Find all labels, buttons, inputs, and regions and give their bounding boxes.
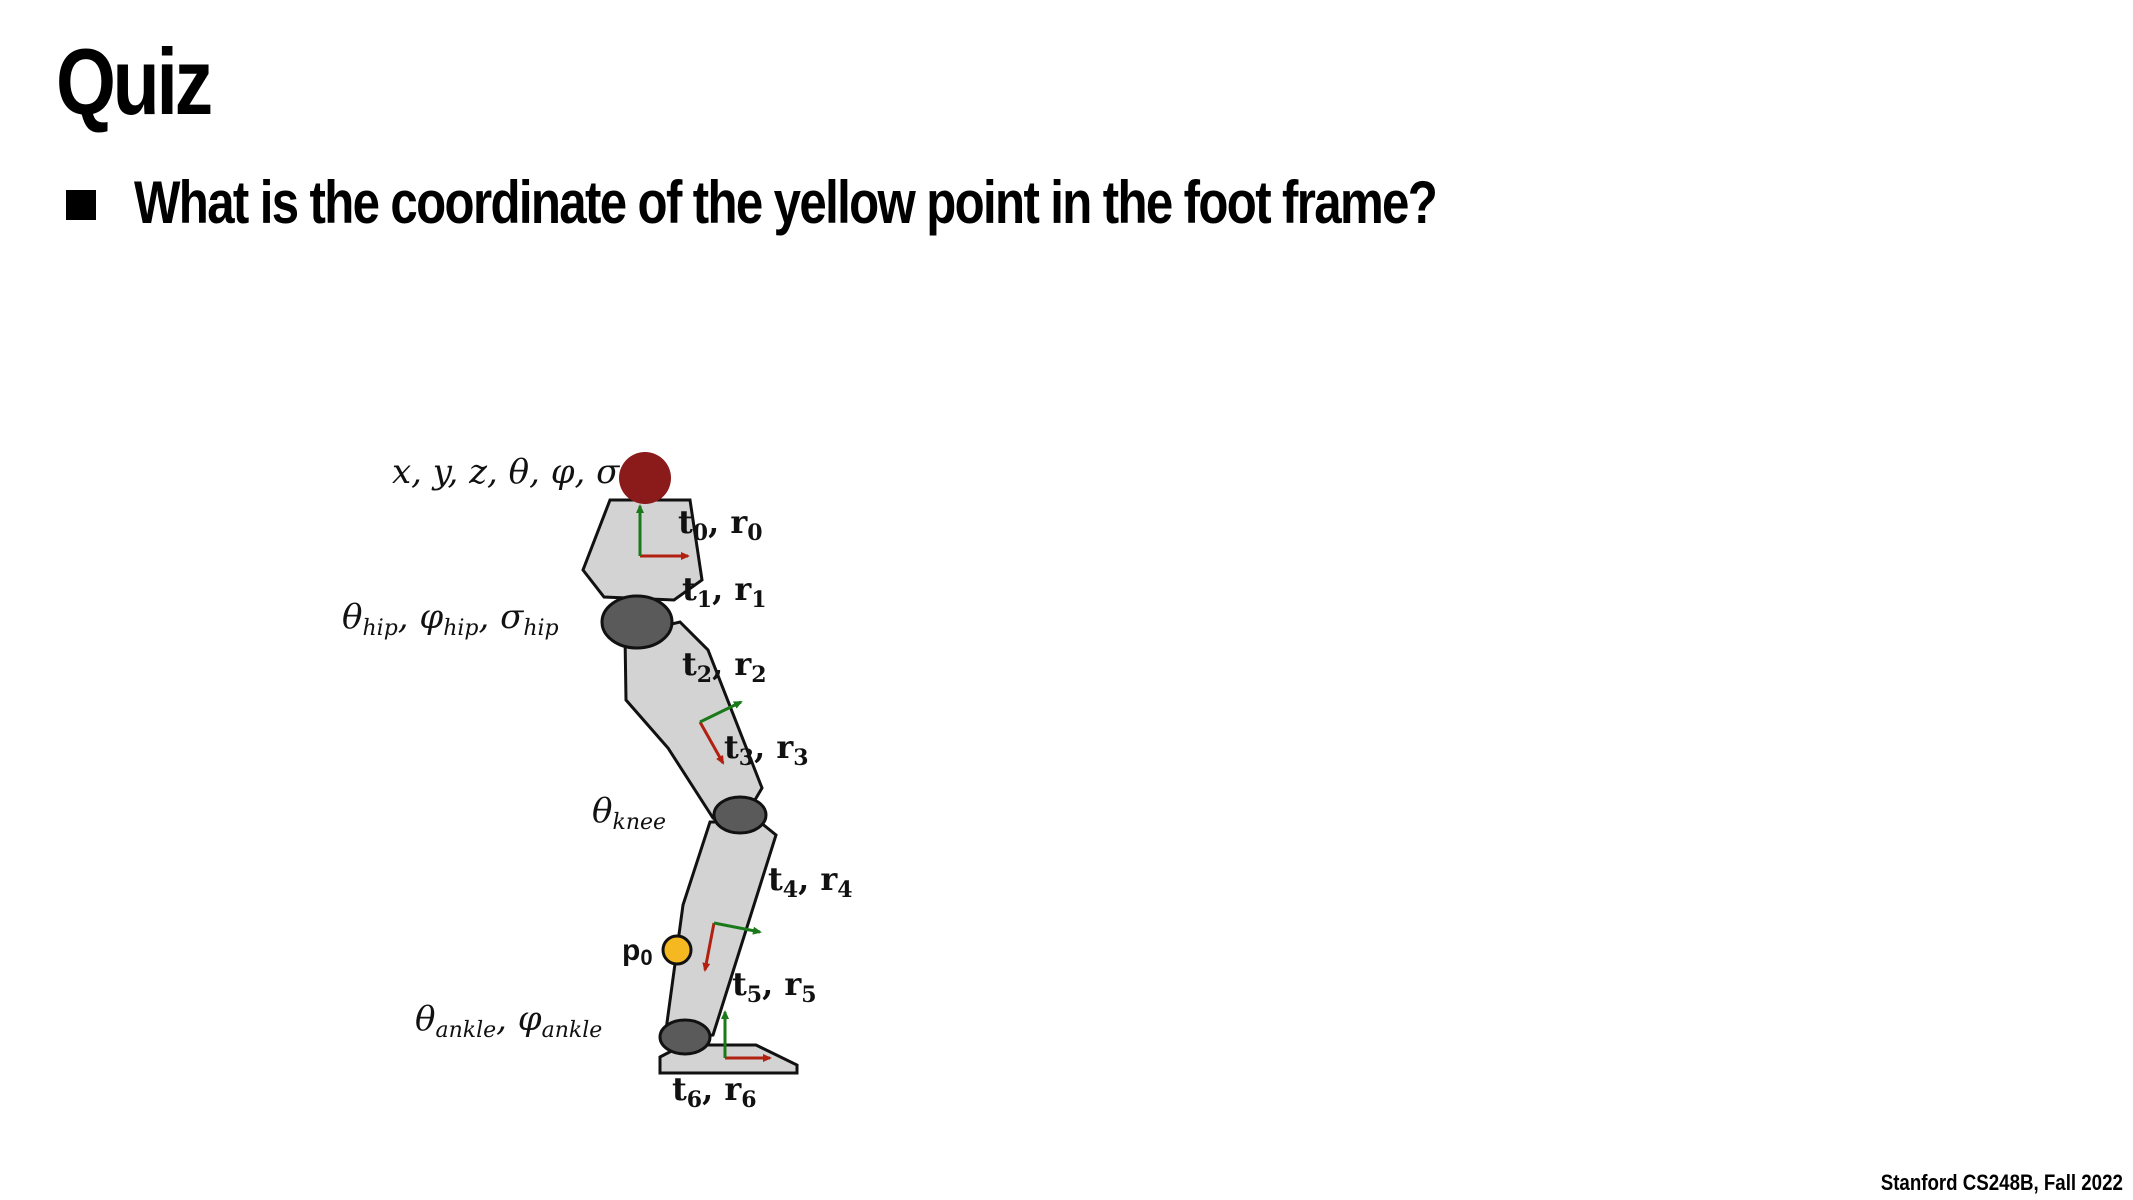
frame-0-label: t0, r0 bbox=[678, 503, 763, 546]
quiz-question: What is the coordinate of the yellow poi… bbox=[134, 169, 1438, 236]
frame-5-axes bbox=[702, 921, 762, 972]
hip-joint bbox=[600, 594, 674, 650]
frame-3-axes bbox=[698, 700, 743, 765]
frame-1-label: t1, r1 bbox=[682, 570, 767, 613]
ankle-dof-label: θankle, φankle bbox=[415, 999, 602, 1043]
hip-dof-label: θhip, φhip, σhip bbox=[342, 597, 559, 641]
frame-2-label: t2, r2 bbox=[682, 645, 767, 688]
knee-dof-label: θknee bbox=[592, 791, 666, 835]
frame-3-label: t3, r3 bbox=[724, 728, 809, 771]
yellow-point-p0 bbox=[661, 934, 693, 966]
frame-0-axes bbox=[636, 504, 690, 560]
frame-5-label: t5, r5 bbox=[732, 965, 817, 1008]
knee-joint bbox=[712, 795, 768, 835]
frame-6-label: t6, r6 bbox=[672, 1070, 757, 1113]
p0-label: p0 bbox=[622, 934, 653, 970]
course-footer: Stanford CS248B, Fall 2022 bbox=[1880, 1170, 2123, 1195]
pelvis-segment bbox=[581, 498, 704, 602]
root-dof-label: x, y, z, θ, φ, σ bbox=[392, 452, 620, 492]
ankle-joint bbox=[658, 1018, 712, 1056]
bullet-square-icon bbox=[66, 190, 96, 220]
frame-4-label: t4, r4 bbox=[768, 860, 853, 903]
slide-title: Quiz bbox=[56, 29, 213, 134]
root-ball bbox=[619, 452, 671, 504]
frame-6-axes bbox=[721, 1010, 772, 1062]
